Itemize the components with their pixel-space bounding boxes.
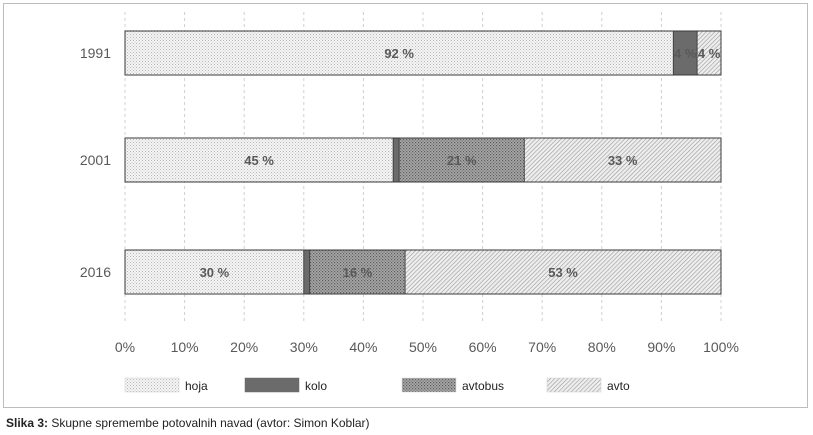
x-tick-label: 50% [409,339,437,355]
bars [124,30,722,295]
data-label: 33 % [608,153,638,168]
data-label: 92 % [384,46,414,61]
y-tick-label: 1991 [80,45,111,61]
legend: hoja kolo avtobus avto [124,377,630,393]
bar-outline [124,30,722,76]
data-label: 16 % [343,265,373,280]
bar-segment [303,249,311,295]
data-label: 30 % [200,265,230,280]
legend-swatch [244,377,300,393]
data-label: 53 % [548,265,578,280]
x-tick-label: 90% [647,339,675,355]
x-tick-label: 20% [230,339,258,355]
y-tick-label: 2001 [80,152,111,168]
legend-label: kolo [305,379,327,393]
bar-segment [392,137,400,183]
legend-swatch [546,377,602,393]
x-tick-label: 30% [290,339,318,355]
axes: 0% 10% 20% 30% 40% 50% 60% 70% 80% 90% 100% 1991 200… [80,45,739,355]
data-label: 21 % [447,153,477,168]
x-tick-label: 100% [703,339,739,355]
stacked-bar-chart: 92 % 4 % 4 % 45 % 21 % 33 % 30 % 16 % 53 % 0% 10%… [80,12,739,393]
legend-label: hoja [185,379,208,393]
figure-caption: Slika 3: Skupne spremembe potovalnih nav… [6,416,370,430]
bar-outline [124,137,722,183]
x-tick-label: 70% [528,339,556,355]
legend-label: avtobus [462,379,504,393]
x-tick-label: 40% [349,339,377,355]
data-label: 45 % [244,153,274,168]
legend-label: avto [607,379,630,393]
data-labels: 92 % 4 % 4 % 45 % 21 % 33 % 30 % 16 % 53 % [200,46,721,280]
chart-frame: 92 % 4 % 4 % 45 % 21 % 33 % 30 % 16 % 53 % 0% 10%… [3,3,808,408]
y-tick-label: 2016 [80,264,111,280]
legend-swatch [124,377,180,393]
bar-outline [124,249,722,295]
x-tick-label: 0% [115,339,135,355]
bar-segment [404,249,722,295]
data-label: 4 % [698,46,721,61]
x-tick-label: 10% [171,339,199,355]
x-tick-label: 80% [588,339,616,355]
legend-swatch [401,377,457,393]
caption-text: Skupne spremembe potovalnih navad (avtor… [48,416,370,430]
data-label: 4 % [674,46,697,61]
x-tick-label: 60% [469,339,497,355]
caption-label: Slika 3: [6,416,49,430]
